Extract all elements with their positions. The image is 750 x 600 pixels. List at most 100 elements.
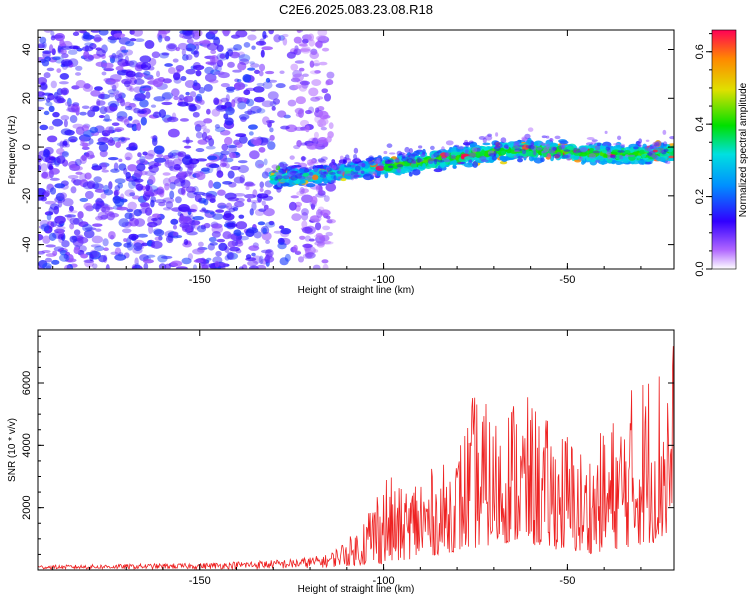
spectrogram-cell (48, 105, 55, 113)
spectrogram-cell (220, 82, 230, 88)
spectrogram-cell (657, 147, 665, 154)
spectrogram-cell (114, 178, 126, 184)
spectrogram-cell (227, 49, 234, 57)
spectrogram-cell (178, 94, 185, 101)
spectrogram-cell (433, 158, 438, 165)
spectrogram-cell (541, 150, 547, 154)
spectrogram-cell (395, 157, 400, 164)
spectrogram-cell (220, 158, 228, 166)
spectrogram-cell (205, 145, 216, 150)
spectrogram-cell (96, 100, 106, 106)
spectrogram-cell (165, 201, 174, 209)
spectrogram-cell (150, 240, 163, 249)
spectrogram-cell (278, 225, 285, 230)
spectrogram-cell (123, 242, 132, 248)
spectrogram-cell (151, 137, 158, 147)
spectrogram-cell (221, 143, 229, 151)
spectrogram-cell (290, 63, 299, 71)
spectrogram-cell (344, 167, 351, 171)
spectrogram-cell (247, 260, 259, 267)
spectrogram-cell (205, 61, 213, 65)
spectrogram-cell (182, 30, 194, 37)
spectrogram-cell (317, 30, 328, 37)
spectrogram-cell (43, 148, 50, 158)
spectrogram-cell (131, 195, 141, 200)
spectrogram-cell (344, 170, 351, 175)
spectrogram-cell (111, 122, 120, 127)
spectrogram-cell (208, 79, 219, 84)
spectrogram-cell (222, 231, 232, 240)
spectrogram-cell (64, 214, 77, 218)
spectrogram-cell (314, 241, 326, 246)
spectrogram-cell (247, 67, 256, 71)
snr-x-tick-label-2: -50 (559, 575, 575, 587)
spectrogram-cell (164, 63, 173, 67)
spectrogram-cell (233, 232, 245, 236)
spectrogram-cell (265, 239, 271, 244)
spectrogram-cell (346, 158, 352, 164)
spectrogram-cell (460, 155, 465, 160)
spectrogram-cell (211, 223, 223, 229)
spectrogram-cell (233, 201, 245, 208)
spectrogram-cell (252, 139, 262, 147)
spectrogram-cell (143, 70, 151, 76)
spectrogram-cell (275, 175, 283, 180)
spectrogram-cell (40, 163, 48, 172)
spectrogram-cell (579, 146, 588, 153)
spectrogram-cell (376, 157, 381, 163)
spectrogram-cell (133, 242, 143, 252)
spectrogram-cell (72, 45, 79, 50)
spectrogram-cell (232, 207, 239, 212)
spectrogram-cell (45, 97, 51, 103)
spectrogram-cell (495, 132, 499, 137)
spectrogram-cell (98, 142, 109, 152)
colorbar-tick-label-3: 0.6 (694, 44, 706, 59)
spectrogram-cell (238, 54, 251, 62)
spectrogram-cell (181, 186, 186, 196)
spectrogram-cell (589, 150, 594, 154)
spectrogram-cell (527, 150, 533, 157)
spectrogram-cell (654, 140, 663, 147)
spectrogram-cell (167, 152, 174, 159)
spectrogram-cell (306, 159, 314, 166)
spectrogram-cell (321, 88, 329, 94)
spectrogram-cell (611, 154, 617, 159)
spectrogram-cell (170, 260, 183, 267)
spectrogram-cell (70, 186, 77, 194)
colorbar-label: Normalized spectral amplitude (738, 82, 749, 217)
spectrogram-cell (619, 143, 626, 147)
spectrogram-cell (180, 75, 187, 81)
spectrogram-cell (617, 135, 622, 141)
spectrogram-cell (118, 137, 131, 141)
spectrogram-cell (56, 226, 66, 230)
spectrogram-cell (243, 89, 251, 96)
spectrogram-cell (93, 202, 102, 211)
spectrogram-cell (360, 170, 365, 175)
spectrogram-cell (181, 48, 186, 56)
spectrogram-cell (156, 186, 165, 196)
spectrogram-cell (40, 171, 52, 180)
spectrogram-cell (135, 183, 144, 191)
spectrogram-cell (197, 246, 208, 251)
spectrogram-cell (211, 56, 216, 65)
spectrogram-cell (296, 30, 302, 34)
spectrogram-y-tick-label-4: 40 (21, 43, 33, 55)
spectrogram-cell (289, 155, 295, 160)
spectrogram-cell (69, 136, 77, 142)
spectrogram-cell (233, 176, 245, 184)
spectrogram-cell (227, 197, 240, 202)
spectrogram-cell (45, 244, 56, 248)
spectrogram-cell (56, 155, 66, 164)
spectrogram-cell (128, 142, 136, 148)
spectrogram-cell (112, 91, 123, 97)
snr-panel: -150 -100 -50 2000 4000 6000 Height of strai… (7, 329, 675, 595)
spectrogram-cell (134, 93, 146, 102)
spectrogram-cell (387, 159, 394, 163)
spectrogram-cell (307, 33, 315, 42)
spectrogram-cell (145, 91, 151, 99)
spectrogram-cell (401, 156, 409, 162)
spectrogram-cell (112, 195, 122, 204)
spectrogram-x-axis-label: Height of straight line (km) (298, 285, 415, 296)
spectrogram-cell (177, 171, 186, 177)
spectrogram-cell (563, 149, 571, 152)
